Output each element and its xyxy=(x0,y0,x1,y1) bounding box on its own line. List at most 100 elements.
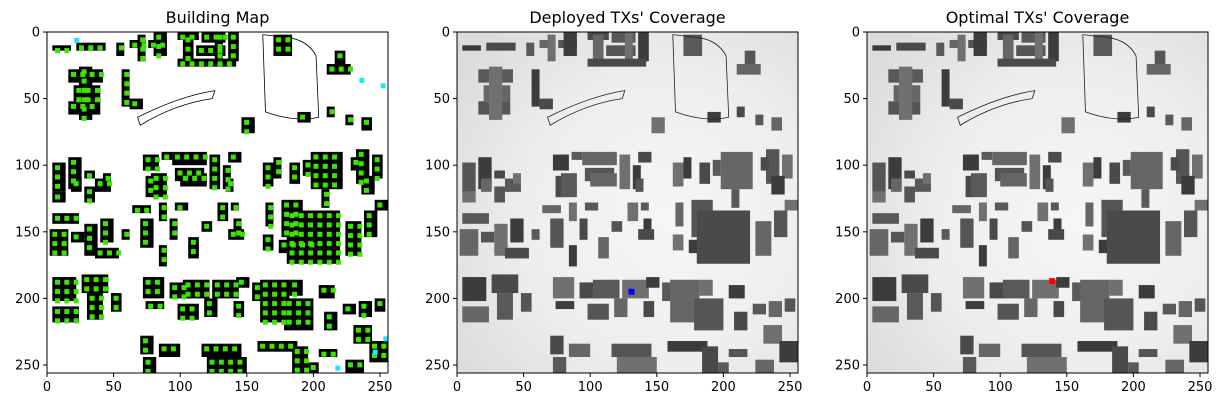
candidate-point xyxy=(102,239,108,245)
candidate-point xyxy=(310,365,316,371)
candidate-point xyxy=(230,53,236,59)
candidate-point xyxy=(329,66,335,72)
building xyxy=(552,277,575,299)
candidate-point xyxy=(64,298,70,304)
building-map-image xyxy=(49,32,388,373)
candidate-point xyxy=(284,221,290,227)
candidate-point xyxy=(162,194,168,200)
building xyxy=(571,151,583,160)
building xyxy=(774,210,788,238)
building xyxy=(869,229,889,256)
candidate-point xyxy=(213,346,219,352)
candidate-point xyxy=(162,175,168,181)
candidate-point xyxy=(70,71,76,77)
candidate-point xyxy=(206,301,212,307)
candidate-point xyxy=(358,161,364,167)
building xyxy=(539,98,553,110)
building xyxy=(1173,325,1193,344)
candidate-point xyxy=(124,81,130,87)
candidate-point xyxy=(76,97,82,103)
candidate-point xyxy=(322,154,328,160)
candidate-point xyxy=(336,241,342,247)
edge-candidate-point xyxy=(74,37,80,43)
y-tick-label: 250 xyxy=(835,359,860,374)
candidate-point xyxy=(232,346,238,352)
building xyxy=(1184,210,1198,238)
building xyxy=(1000,173,1027,187)
candidate-point xyxy=(305,162,311,168)
candidate-point xyxy=(150,42,156,48)
road-outline xyxy=(262,34,320,120)
building xyxy=(978,343,1001,358)
candidate-point xyxy=(54,174,60,180)
building xyxy=(188,237,199,259)
building xyxy=(1016,45,1046,56)
axes-frame xyxy=(866,31,1209,374)
candidate-point xyxy=(217,47,223,53)
candidate-point xyxy=(217,53,223,59)
building xyxy=(209,154,221,190)
building xyxy=(1165,114,1174,126)
building xyxy=(1117,111,1131,123)
candidate-point xyxy=(276,46,282,52)
candidate-point xyxy=(180,61,186,67)
candidate-point xyxy=(357,233,363,239)
candidate-point xyxy=(86,245,92,251)
building xyxy=(1146,63,1171,75)
candidate-point xyxy=(89,305,95,311)
candidate-point xyxy=(317,241,323,247)
candidate-point xyxy=(308,213,314,219)
candidate-point xyxy=(102,221,108,227)
candidate-point xyxy=(298,213,304,219)
candidate-point xyxy=(217,34,223,40)
candidate-point xyxy=(262,319,268,325)
candidate-point xyxy=(54,279,60,285)
building xyxy=(936,42,945,56)
y-tick-label: 50 xyxy=(23,92,40,107)
candidate-point xyxy=(260,343,266,349)
candidate-point xyxy=(236,313,242,319)
building xyxy=(520,293,532,312)
building xyxy=(694,298,724,331)
x-tick-label: 100 xyxy=(988,380,1013,395)
candidate-point xyxy=(212,166,218,172)
candidate-point xyxy=(233,291,239,297)
candidate-point xyxy=(322,163,328,169)
building xyxy=(1024,298,1038,318)
building xyxy=(638,32,649,62)
building xyxy=(992,151,1027,166)
building xyxy=(552,154,569,171)
candidate-point xyxy=(304,367,310,373)
candidate-point xyxy=(217,43,223,49)
x-tick-label: 50 xyxy=(925,380,942,395)
candidate-point xyxy=(292,165,298,171)
building xyxy=(606,45,636,56)
building xyxy=(1093,34,1113,56)
candidate-point xyxy=(154,289,160,295)
candidate-point xyxy=(286,319,292,325)
candidate-point xyxy=(84,286,90,292)
candidate-point xyxy=(276,37,282,43)
candidate-point xyxy=(228,359,234,365)
candidate-point xyxy=(80,103,86,109)
building xyxy=(973,32,987,56)
building xyxy=(1082,162,1094,187)
building xyxy=(488,66,503,120)
candidate-point xyxy=(365,337,371,343)
candidate-point xyxy=(276,159,282,165)
candidate-point xyxy=(209,359,215,365)
candidate-point xyxy=(148,187,154,193)
x-tick-label: 250 xyxy=(778,380,803,395)
candidate-point xyxy=(86,198,92,204)
candidate-point xyxy=(182,175,188,181)
building xyxy=(922,173,931,184)
candidate-point xyxy=(97,250,103,256)
building xyxy=(1138,285,1155,299)
candidate-point xyxy=(84,277,90,283)
building xyxy=(462,306,489,323)
building xyxy=(1194,199,1208,211)
candidate-point xyxy=(181,285,187,291)
candidate-point xyxy=(140,55,146,61)
candidate-point xyxy=(300,114,306,120)
